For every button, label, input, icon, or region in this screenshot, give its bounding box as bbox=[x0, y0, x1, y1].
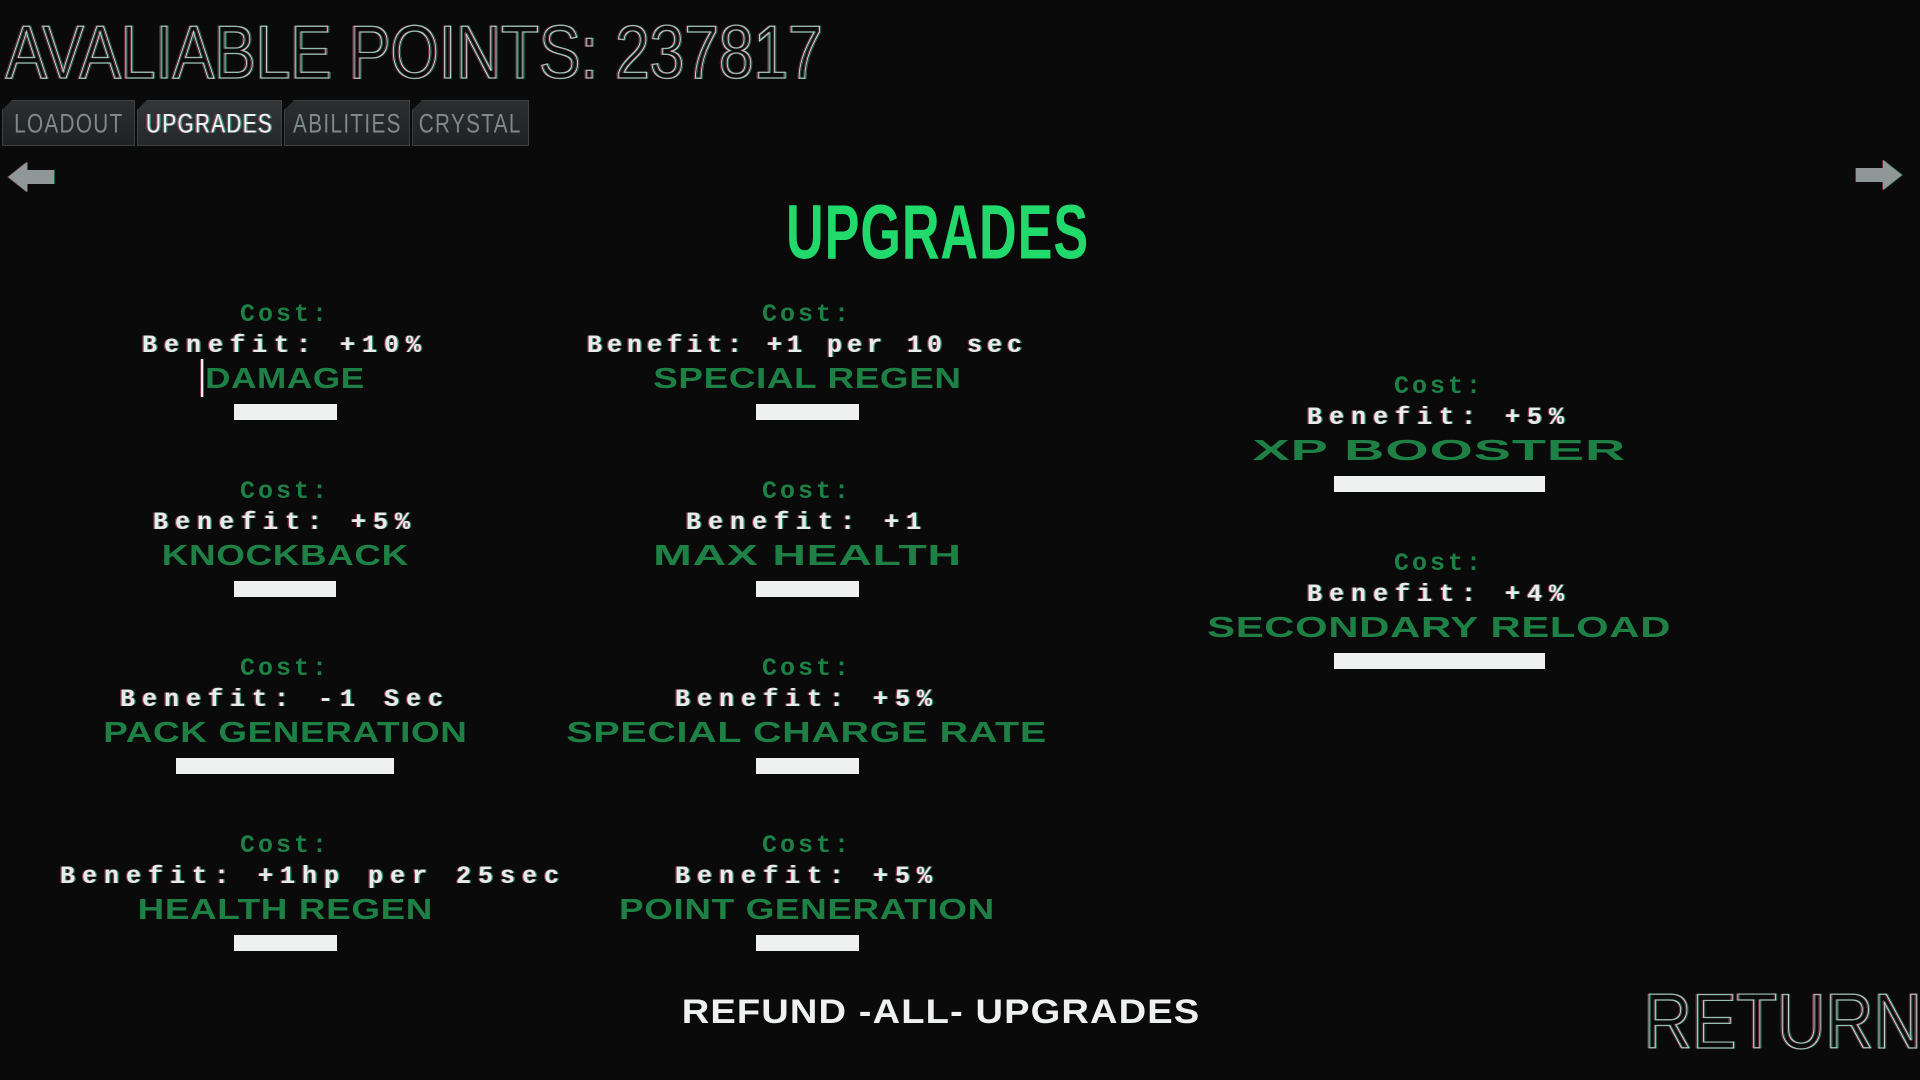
svg-text:AVALIABLE POINTS: 237817: AVALIABLE POINTS: 237817 bbox=[7, 11, 824, 95]
svg-text:RETURN: RETURN bbox=[1645, 978, 1920, 1065]
